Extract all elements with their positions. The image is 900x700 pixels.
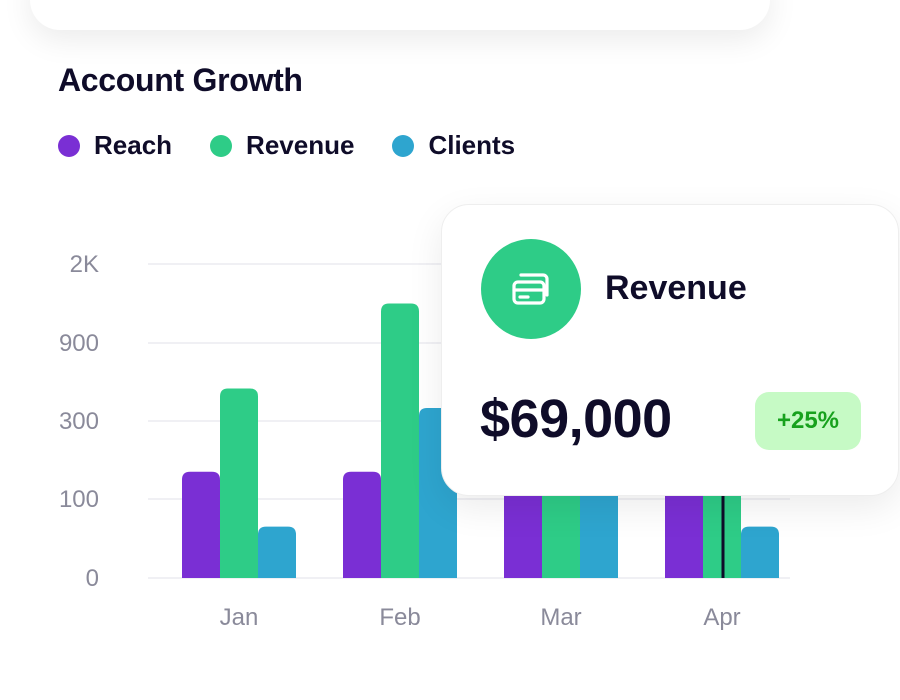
bar-clients-jan	[258, 526, 296, 578]
y-tick-label: 0	[86, 565, 99, 592]
x-tick-label: Feb	[379, 604, 420, 631]
legend-item-clients: Clients	[392, 130, 515, 161]
y-tick-label: 900	[59, 330, 99, 357]
legend-dot-revenue	[210, 134, 233, 157]
chart-title: Account Growth	[58, 62, 303, 98]
bar-reach-feb	[343, 471, 381, 578]
legend: Reach Revenue Clients	[58, 130, 515, 161]
y-tick-label: 2K	[70, 251, 99, 278]
bar-revenue-jan	[220, 388, 258, 578]
y-tick-label: 300	[59, 408, 99, 435]
revenue-tooltip-card: Revenue $69,000 +25%	[441, 204, 899, 496]
bar-clients-apr	[741, 526, 779, 578]
legend-item-revenue: Revenue	[210, 130, 354, 161]
y-tick-label: 100	[59, 486, 99, 513]
card-title: Revenue	[605, 269, 747, 307]
legend-label-revenue: Revenue	[246, 130, 355, 160]
legend-label-clients: Clients	[428, 130, 516, 160]
x-tick-label: Apr	[703, 604, 740, 631]
top-card-shadow	[30, 0, 770, 30]
card-value: $69,000	[480, 389, 672, 449]
legend-dot-clients	[392, 134, 415, 157]
x-tick-label: Jan	[220, 604, 259, 631]
change-badge: +25%	[755, 392, 861, 450]
legend-item-reach: Reach	[58, 130, 172, 161]
bar-reach-jan	[182, 471, 220, 578]
bar-reach-apr	[665, 471, 703, 578]
legend-label-reach: Reach	[94, 130, 173, 160]
bar-revenue-feb	[381, 303, 419, 578]
x-tick-label: Mar	[540, 604, 581, 631]
bar-revenue-mar	[542, 471, 580, 578]
legend-dot-reach	[58, 134, 80, 157]
cards-icon	[481, 239, 581, 339]
bar-reach-mar	[504, 471, 542, 578]
bar-clients-mar	[580, 471, 618, 578]
